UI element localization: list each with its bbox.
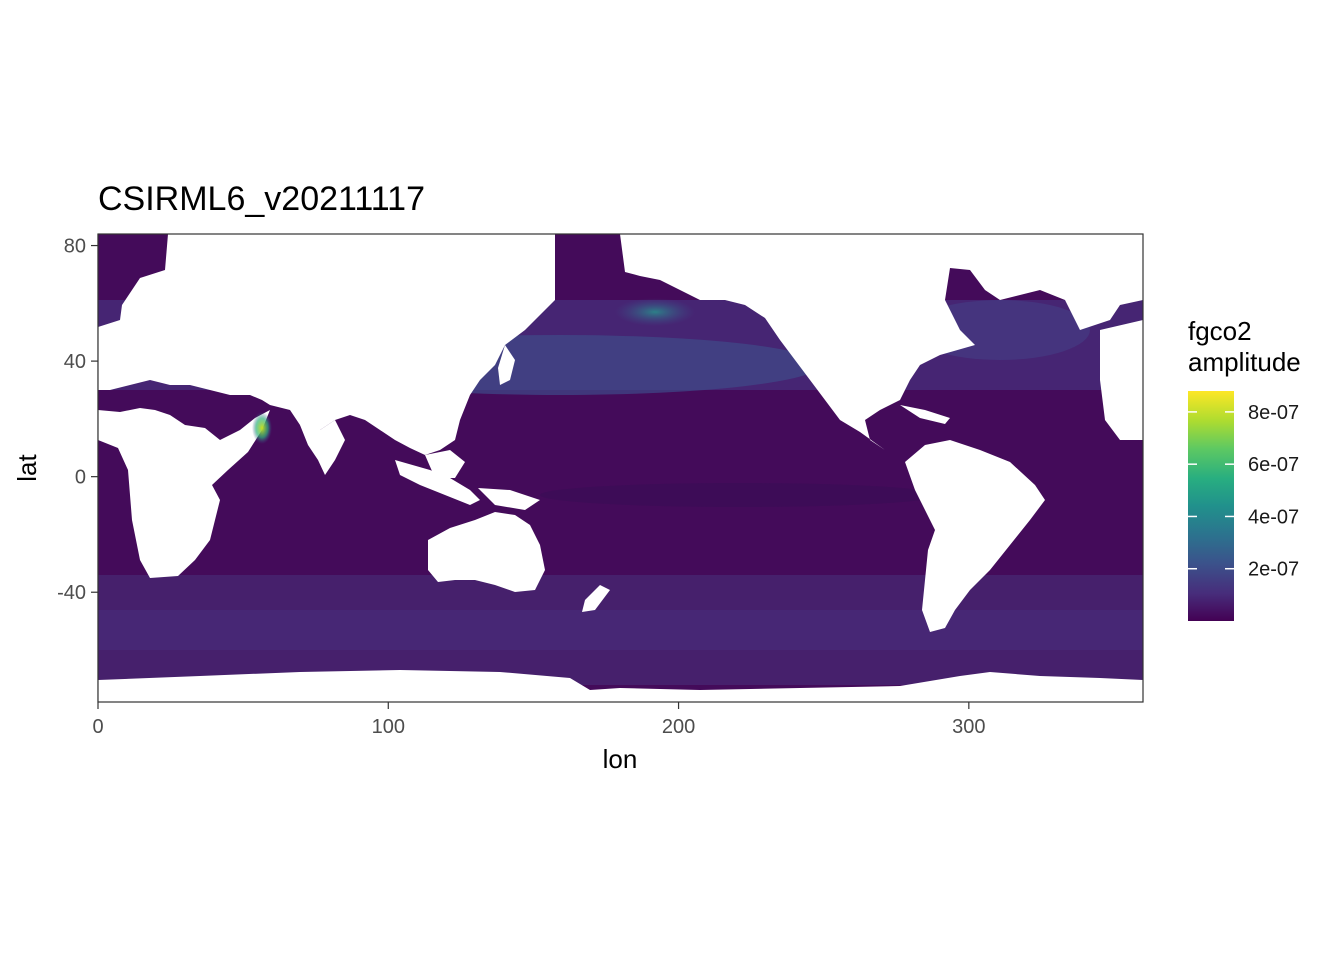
- land-caribbean: [900, 405, 950, 424]
- land-eurasia: [98, 234, 555, 455]
- map-title: CSIRML6_v20211117: [98, 180, 425, 218]
- legend-title-line-1: fgco2: [1188, 316, 1252, 346]
- x-tick-label: 100: [372, 716, 405, 738]
- y-tick-label: 0: [75, 467, 86, 489]
- land-south-america: [905, 440, 1045, 632]
- colorbar-tick-label: 4e-07: [1248, 506, 1299, 528]
- colorbar-tick-label: 2e-07: [1248, 559, 1299, 581]
- land-north-america: [620, 234, 1143, 450]
- x-tick-label: 200: [662, 716, 695, 738]
- equatorial-band: [540, 483, 940, 507]
- ocean-field: [98, 234, 1143, 702]
- southern-ocean-core: [98, 610, 1143, 650]
- x-axis-title: lon: [603, 744, 638, 774]
- x-axis: 0 100 200 300: [92, 702, 986, 738]
- legend: fgco2 amplitude 2e-07 4e-07 6e-07 8e-07: [1188, 316, 1301, 621]
- land-new-guinea: [478, 488, 540, 510]
- land-europe-east: [1100, 320, 1143, 440]
- colorbar-tick-label: 6e-07: [1248, 454, 1299, 476]
- y-tick-label: 80: [64, 236, 86, 258]
- land-borneo: [425, 450, 465, 478]
- y-axis: 80 40 0 -40: [57, 236, 98, 604]
- y-axis-title: lat: [12, 453, 42, 481]
- colorbar: [1188, 391, 1234, 621]
- land: [98, 234, 1143, 702]
- land-india: [300, 420, 345, 475]
- land-australia: [428, 512, 545, 592]
- map-panel: [97, 233, 1144, 703]
- x-tick-label: 0: [92, 716, 103, 738]
- land-antarctica: [98, 670, 1143, 702]
- y-tick-label: -40: [57, 582, 86, 604]
- panel-border: [97, 233, 1144, 703]
- legend-title-line-2: amplitude: [1188, 347, 1301, 377]
- land-new-zealand: [582, 585, 610, 612]
- y-tick-label: 40: [64, 351, 86, 373]
- bering-highlight: [615, 298, 695, 326]
- land-japan: [498, 345, 515, 385]
- land-indonesia: [395, 460, 480, 505]
- colorbar-tick-label: 8e-07: [1248, 402, 1299, 424]
- x-tick-label: 300: [952, 716, 985, 738]
- land-africa: [98, 408, 270, 578]
- land-greenland: [1085, 234, 1143, 300]
- arabian-sea-hotspot: [252, 412, 272, 444]
- colorbar-ticks: 2e-07 4e-07 6e-07 8e-07: [1188, 402, 1299, 581]
